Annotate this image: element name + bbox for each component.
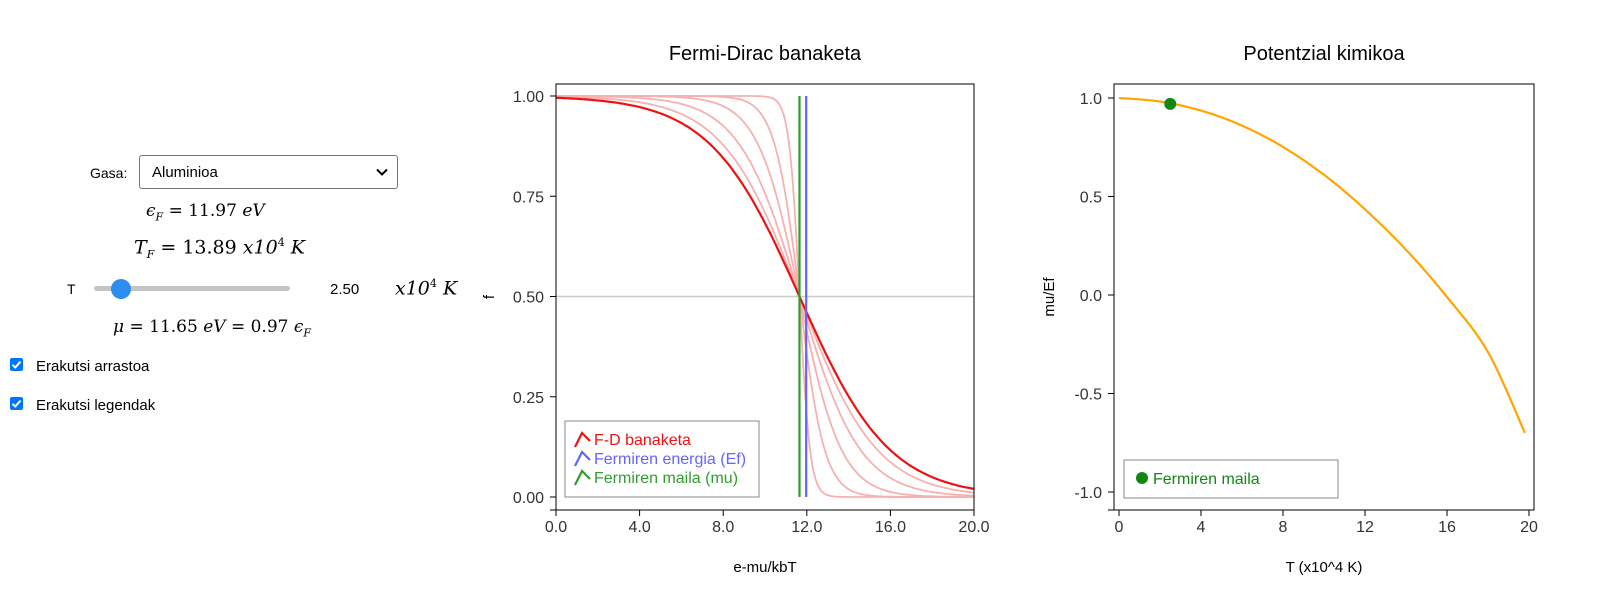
cp-x-axis-label: T (x10^4 K) bbox=[1286, 559, 1363, 576]
temperature-slider[interactable] bbox=[94, 286, 290, 291]
temperature-value: 2.50 bbox=[330, 281, 360, 298]
x-tick-label: 16 bbox=[1438, 519, 1456, 536]
x-tick-label: 20.0 bbox=[958, 519, 989, 536]
x-tick-label: 4 bbox=[1197, 519, 1206, 536]
legend-entry-ef: Fermiren energia (Ef) bbox=[594, 451, 746, 468]
x-tick-label: 20 bbox=[1520, 519, 1538, 536]
gas-label: Gasa: bbox=[90, 165, 128, 181]
fd-legend: F-D banaketa Fermiren energia (Ef) Fermi… bbox=[564, 420, 760, 498]
chemical-potential-readout: μ = 11.65 eV = 0.97 ϵF bbox=[113, 317, 312, 340]
cp-legend: Fermiren maila bbox=[1123, 459, 1339, 499]
x-tick-label: 8 bbox=[1279, 519, 1288, 536]
temperature-label: T bbox=[67, 281, 76, 297]
fd-y-axis-label: f bbox=[481, 294, 498, 299]
legend-entry-fermi-level: Fermiren maila bbox=[1153, 471, 1260, 488]
y-tick-label: -1.0 bbox=[1074, 485, 1102, 502]
current-fermi-level-point bbox=[1164, 97, 1177, 110]
temperature-unit: x104 K bbox=[395, 277, 458, 300]
legend-dot-icon bbox=[1136, 472, 1148, 484]
y-tick-label: 0.75 bbox=[513, 189, 544, 206]
x-tick-label: 0 bbox=[1115, 519, 1124, 536]
y-tick-label: 0.5 bbox=[1080, 190, 1102, 207]
y-tick-label: -0.5 bbox=[1074, 387, 1102, 404]
show-trail-checkbox[interactable] bbox=[10, 358, 23, 371]
cp-legend-box bbox=[1123, 459, 1339, 499]
legend-entry-mu: Fermiren maila (mu) bbox=[594, 470, 738, 487]
y-tick-label: 0.25 bbox=[513, 390, 544, 407]
fd-trail-curve bbox=[555, 95, 975, 494]
x-tick-label: 0.0 bbox=[545, 519, 567, 536]
show-legends-checkbox[interactable] bbox=[10, 397, 23, 410]
fermi-energy-readout: ϵF = 11.97 eV bbox=[146, 201, 265, 224]
show-trail-label[interactable]: Erakutsi arrastoa bbox=[36, 358, 150, 375]
fermi-temperature-readout: TF = 13.89 x104 K bbox=[134, 236, 305, 262]
chevron-down-icon bbox=[376, 168, 388, 176]
fd-x-axis-label: e-mu/kbT bbox=[733, 559, 796, 576]
y-tick-label: 0.50 bbox=[513, 290, 544, 307]
gas-select[interactable]: Aluminioa bbox=[139, 155, 398, 189]
checkmark-icon bbox=[11, 399, 22, 408]
x-tick-label: 12 bbox=[1356, 519, 1374, 536]
checkmark-icon bbox=[11, 360, 22, 369]
x-tick-label: 8.0 bbox=[712, 519, 734, 536]
gas-select-value: Aluminioa bbox=[152, 164, 218, 181]
cp-chart-title: Potentzial kimikoa bbox=[1243, 43, 1405, 65]
cp-y-axis-label: mu/Ef bbox=[1041, 277, 1058, 317]
legend-line-icon bbox=[574, 431, 591, 448]
fd-trail-curve bbox=[556, 95, 975, 497]
legend-line-icon bbox=[574, 450, 591, 467]
x-tick-label: 12.0 bbox=[791, 519, 822, 536]
temperature-slider-thumb[interactable] bbox=[111, 279, 132, 299]
show-legends-label[interactable]: Erakutsi legendak bbox=[36, 397, 156, 414]
x-tick-label: 16.0 bbox=[875, 519, 906, 536]
y-tick-label: 0.00 bbox=[513, 490, 544, 507]
y-tick-label: 1.00 bbox=[513, 89, 544, 106]
fd-chart-title: Fermi-Dirac banaketa bbox=[669, 43, 862, 65]
chemical-potential-curve bbox=[1118, 96, 1526, 434]
chemical-potential-chart: Potentzial kimikoa 0 4 8 12 16 20 -1.0 -0.5 0.0 0… bbox=[1041, 43, 1538, 576]
legend-line-icon bbox=[574, 469, 591, 486]
fermi-dirac-chart: Fermi-Dirac banaketa 0.0 4.0 8.0 12.0 16.0 20… bbox=[481, 43, 990, 576]
cp-plot-frame bbox=[1113, 83, 1535, 511]
fd-legend-box bbox=[564, 420, 760, 498]
fd-trail-curve bbox=[556, 95, 974, 498]
x-tick-label: 4.0 bbox=[628, 519, 650, 536]
y-tick-label: 0.0 bbox=[1080, 288, 1102, 305]
fd-curve bbox=[555, 96, 975, 490]
legend-entry-fd: F-D banaketa bbox=[594, 432, 691, 449]
y-tick-label: 1.0 bbox=[1080, 91, 1102, 108]
